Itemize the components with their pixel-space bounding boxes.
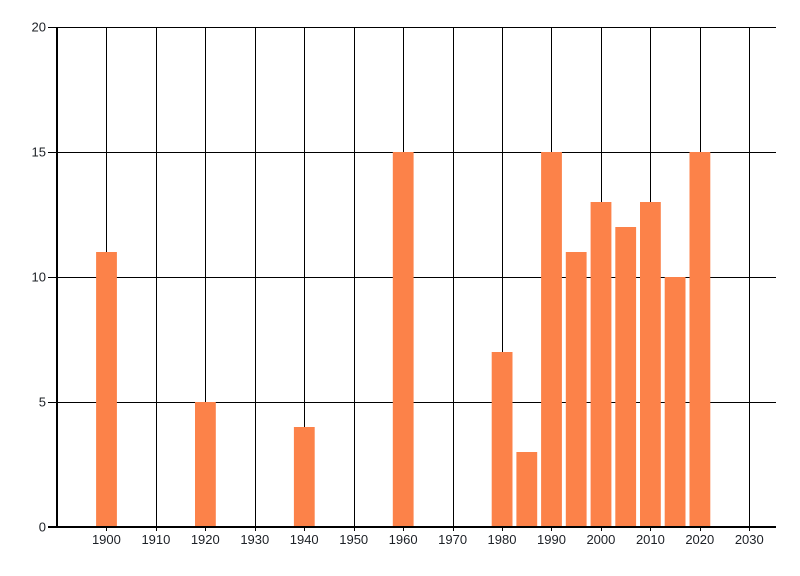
x-tick-label: 1970 <box>438 532 467 547</box>
x-tick-label: 2030 <box>735 532 764 547</box>
bar <box>640 202 661 527</box>
x-tick-label: 2010 <box>636 532 665 547</box>
bar <box>293 427 315 527</box>
x-tick-label: 2020 <box>685 532 714 547</box>
bar <box>689 152 711 527</box>
x-tick-label: 1960 <box>389 532 418 547</box>
bar <box>541 152 562 527</box>
bar <box>565 252 587 527</box>
x-tick-label: 1900 <box>92 532 121 547</box>
bar <box>195 402 216 527</box>
x-tick-label: 1910 <box>141 532 170 547</box>
x-tick-label: 1940 <box>290 532 319 547</box>
bar <box>96 252 117 527</box>
bar <box>392 152 414 527</box>
bar <box>491 352 513 527</box>
y-tick-label: 20 <box>32 20 46 35</box>
y-tick-label: 15 <box>32 145 46 160</box>
bar <box>615 227 637 527</box>
y-tick-label: 0 <box>39 520 46 535</box>
x-tick-label: 1920 <box>191 532 220 547</box>
x-tick-label: 1950 <box>339 532 368 547</box>
x-tick-label: 1990 <box>537 532 566 547</box>
y-tick-label: 10 <box>32 270 46 285</box>
bar <box>590 202 612 527</box>
x-tick-label: 1980 <box>488 532 517 547</box>
x-tick-label: 2000 <box>586 532 615 547</box>
bar <box>664 277 686 527</box>
y-tick-label: 5 <box>39 395 46 410</box>
x-tick-label: 1930 <box>240 532 269 547</box>
bar <box>516 452 538 527</box>
